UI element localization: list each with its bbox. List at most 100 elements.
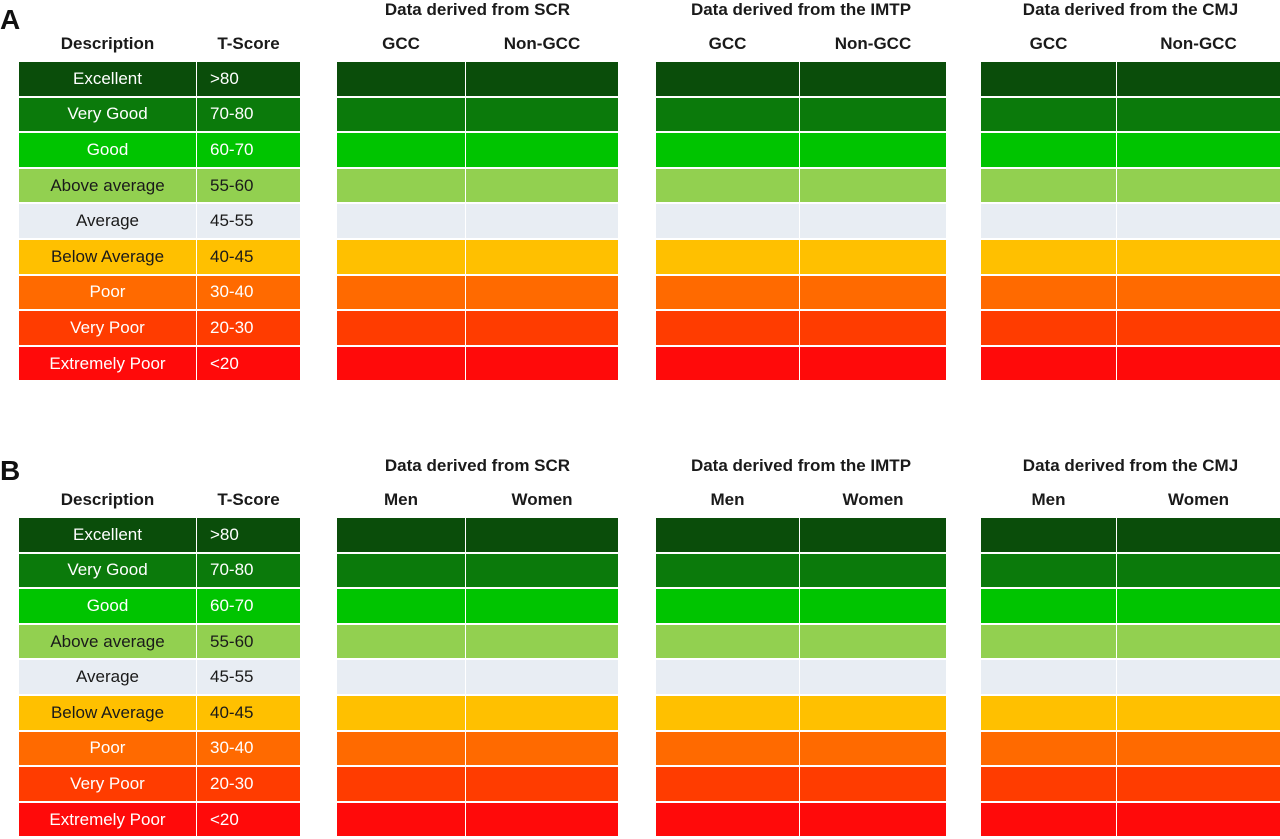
grid-cell (337, 802, 465, 837)
grid-cell (1117, 624, 1280, 659)
grid-cell (337, 240, 465, 274)
description-cell: Excellent (19, 518, 196, 552)
description-header: Description (60, 34, 155, 53)
grid-cell (656, 553, 799, 588)
grid-cell (337, 133, 465, 167)
grid-cell (466, 240, 618, 274)
grid-cell (656, 97, 799, 132)
grid-cell (337, 204, 465, 238)
t-score-cell: <20 (197, 346, 300, 381)
t-score-cell: 55-60 (197, 624, 300, 659)
grid-cell (1117, 168, 1280, 203)
t-score-header: T-Score (217, 34, 280, 53)
description-cell: Below Average (19, 696, 196, 730)
grid-cell (981, 696, 1116, 730)
grid-cell (466, 589, 618, 623)
grid-cell (1117, 696, 1280, 730)
grid-cell (1117, 660, 1280, 694)
t-score-cell: 40-45 (197, 696, 300, 730)
grid-cell (800, 346, 946, 381)
t-score-cell: 70-80 (197, 97, 300, 132)
grid-cell (800, 168, 946, 203)
grid-cell (656, 204, 799, 238)
description-cell: Very Poor (19, 311, 196, 345)
grid-cell (981, 802, 1116, 837)
grid-cell (800, 275, 946, 310)
description-cell: Very Poor (19, 767, 196, 801)
grid-cell (1117, 518, 1280, 552)
grid-cell (466, 767, 618, 801)
column-header: GCC (1029, 34, 1068, 53)
grid-cell (981, 589, 1116, 623)
grid-cell (656, 240, 799, 274)
description-cell: Above average (19, 168, 196, 203)
grid-cell (800, 311, 946, 345)
grid-cell (466, 346, 618, 381)
t-score-cell: 60-70 (197, 133, 300, 167)
grid-cell (981, 767, 1116, 801)
description-cell: Excellent (19, 62, 196, 96)
t-score-cell: 55-60 (197, 168, 300, 203)
grid-cell (800, 204, 946, 238)
grid-cell (800, 240, 946, 274)
description-cell: Poor (19, 275, 196, 310)
group-title: Data derived from the CMJ (1022, 0, 1239, 19)
grid-cell (981, 660, 1116, 694)
grid-cell (1117, 767, 1280, 801)
grid-cell (981, 346, 1116, 381)
column-header: Non-GCC (503, 34, 581, 53)
panel-letter: A (0, 4, 21, 35)
group-title: Data derived from SCR (384, 456, 571, 475)
grid-cell (981, 311, 1116, 345)
t-score-cell: >80 (197, 518, 300, 552)
grid-cell (337, 518, 465, 552)
grid-cell (656, 589, 799, 623)
grid-cell (800, 696, 946, 730)
description-cell: Very Good (19, 553, 196, 588)
column-header: Men (384, 490, 418, 509)
grid-cell (1117, 311, 1280, 345)
grid-cell (337, 553, 465, 588)
grid-cell (1117, 731, 1280, 766)
grid-cell (981, 518, 1116, 552)
t-score-cell: 20-30 (197, 311, 300, 345)
description-cell: Average (19, 660, 196, 694)
grid-cell (800, 767, 946, 801)
grid-cell (466, 660, 618, 694)
grid-cell (800, 589, 946, 623)
grid-cell (1117, 346, 1280, 381)
grid-cell (981, 204, 1116, 238)
column-header: Non-GCC (1160, 34, 1237, 53)
grid-cell (800, 802, 946, 837)
column-header: Women (511, 490, 573, 509)
t-score-cell: 45-55 (197, 660, 300, 694)
column-header: Non-GCC (834, 34, 912, 53)
grid-cell (466, 168, 618, 203)
grid-cell (466, 518, 618, 552)
description-cell: Above average (19, 624, 196, 659)
grid-cell (466, 696, 618, 730)
grid-cell (337, 696, 465, 730)
grid-cell (337, 624, 465, 659)
grid-cell (800, 731, 946, 766)
grid-cell (981, 275, 1116, 310)
t-score-cell: 30-40 (197, 275, 300, 310)
grid-cell (656, 346, 799, 381)
grid-cell (1117, 275, 1280, 310)
t-score-cell: 45-55 (197, 204, 300, 238)
group-title: Data derived from the IMTP (690, 0, 912, 19)
grid-cell (466, 731, 618, 766)
grid-cell (337, 660, 465, 694)
grid-cell (1117, 62, 1280, 96)
grid-cell (981, 553, 1116, 588)
grid-cell (337, 589, 465, 623)
grid-cell (1117, 97, 1280, 132)
group-title: Data derived from SCR (384, 0, 571, 19)
description-cell: Good (19, 133, 196, 167)
column-header: Women (1167, 490, 1230, 509)
grid-cell (800, 133, 946, 167)
grid-cell (981, 62, 1116, 96)
description-cell: Extremely Poor (19, 802, 196, 837)
t-score-cell: <20 (197, 802, 300, 837)
description-cell: Below Average (19, 240, 196, 274)
